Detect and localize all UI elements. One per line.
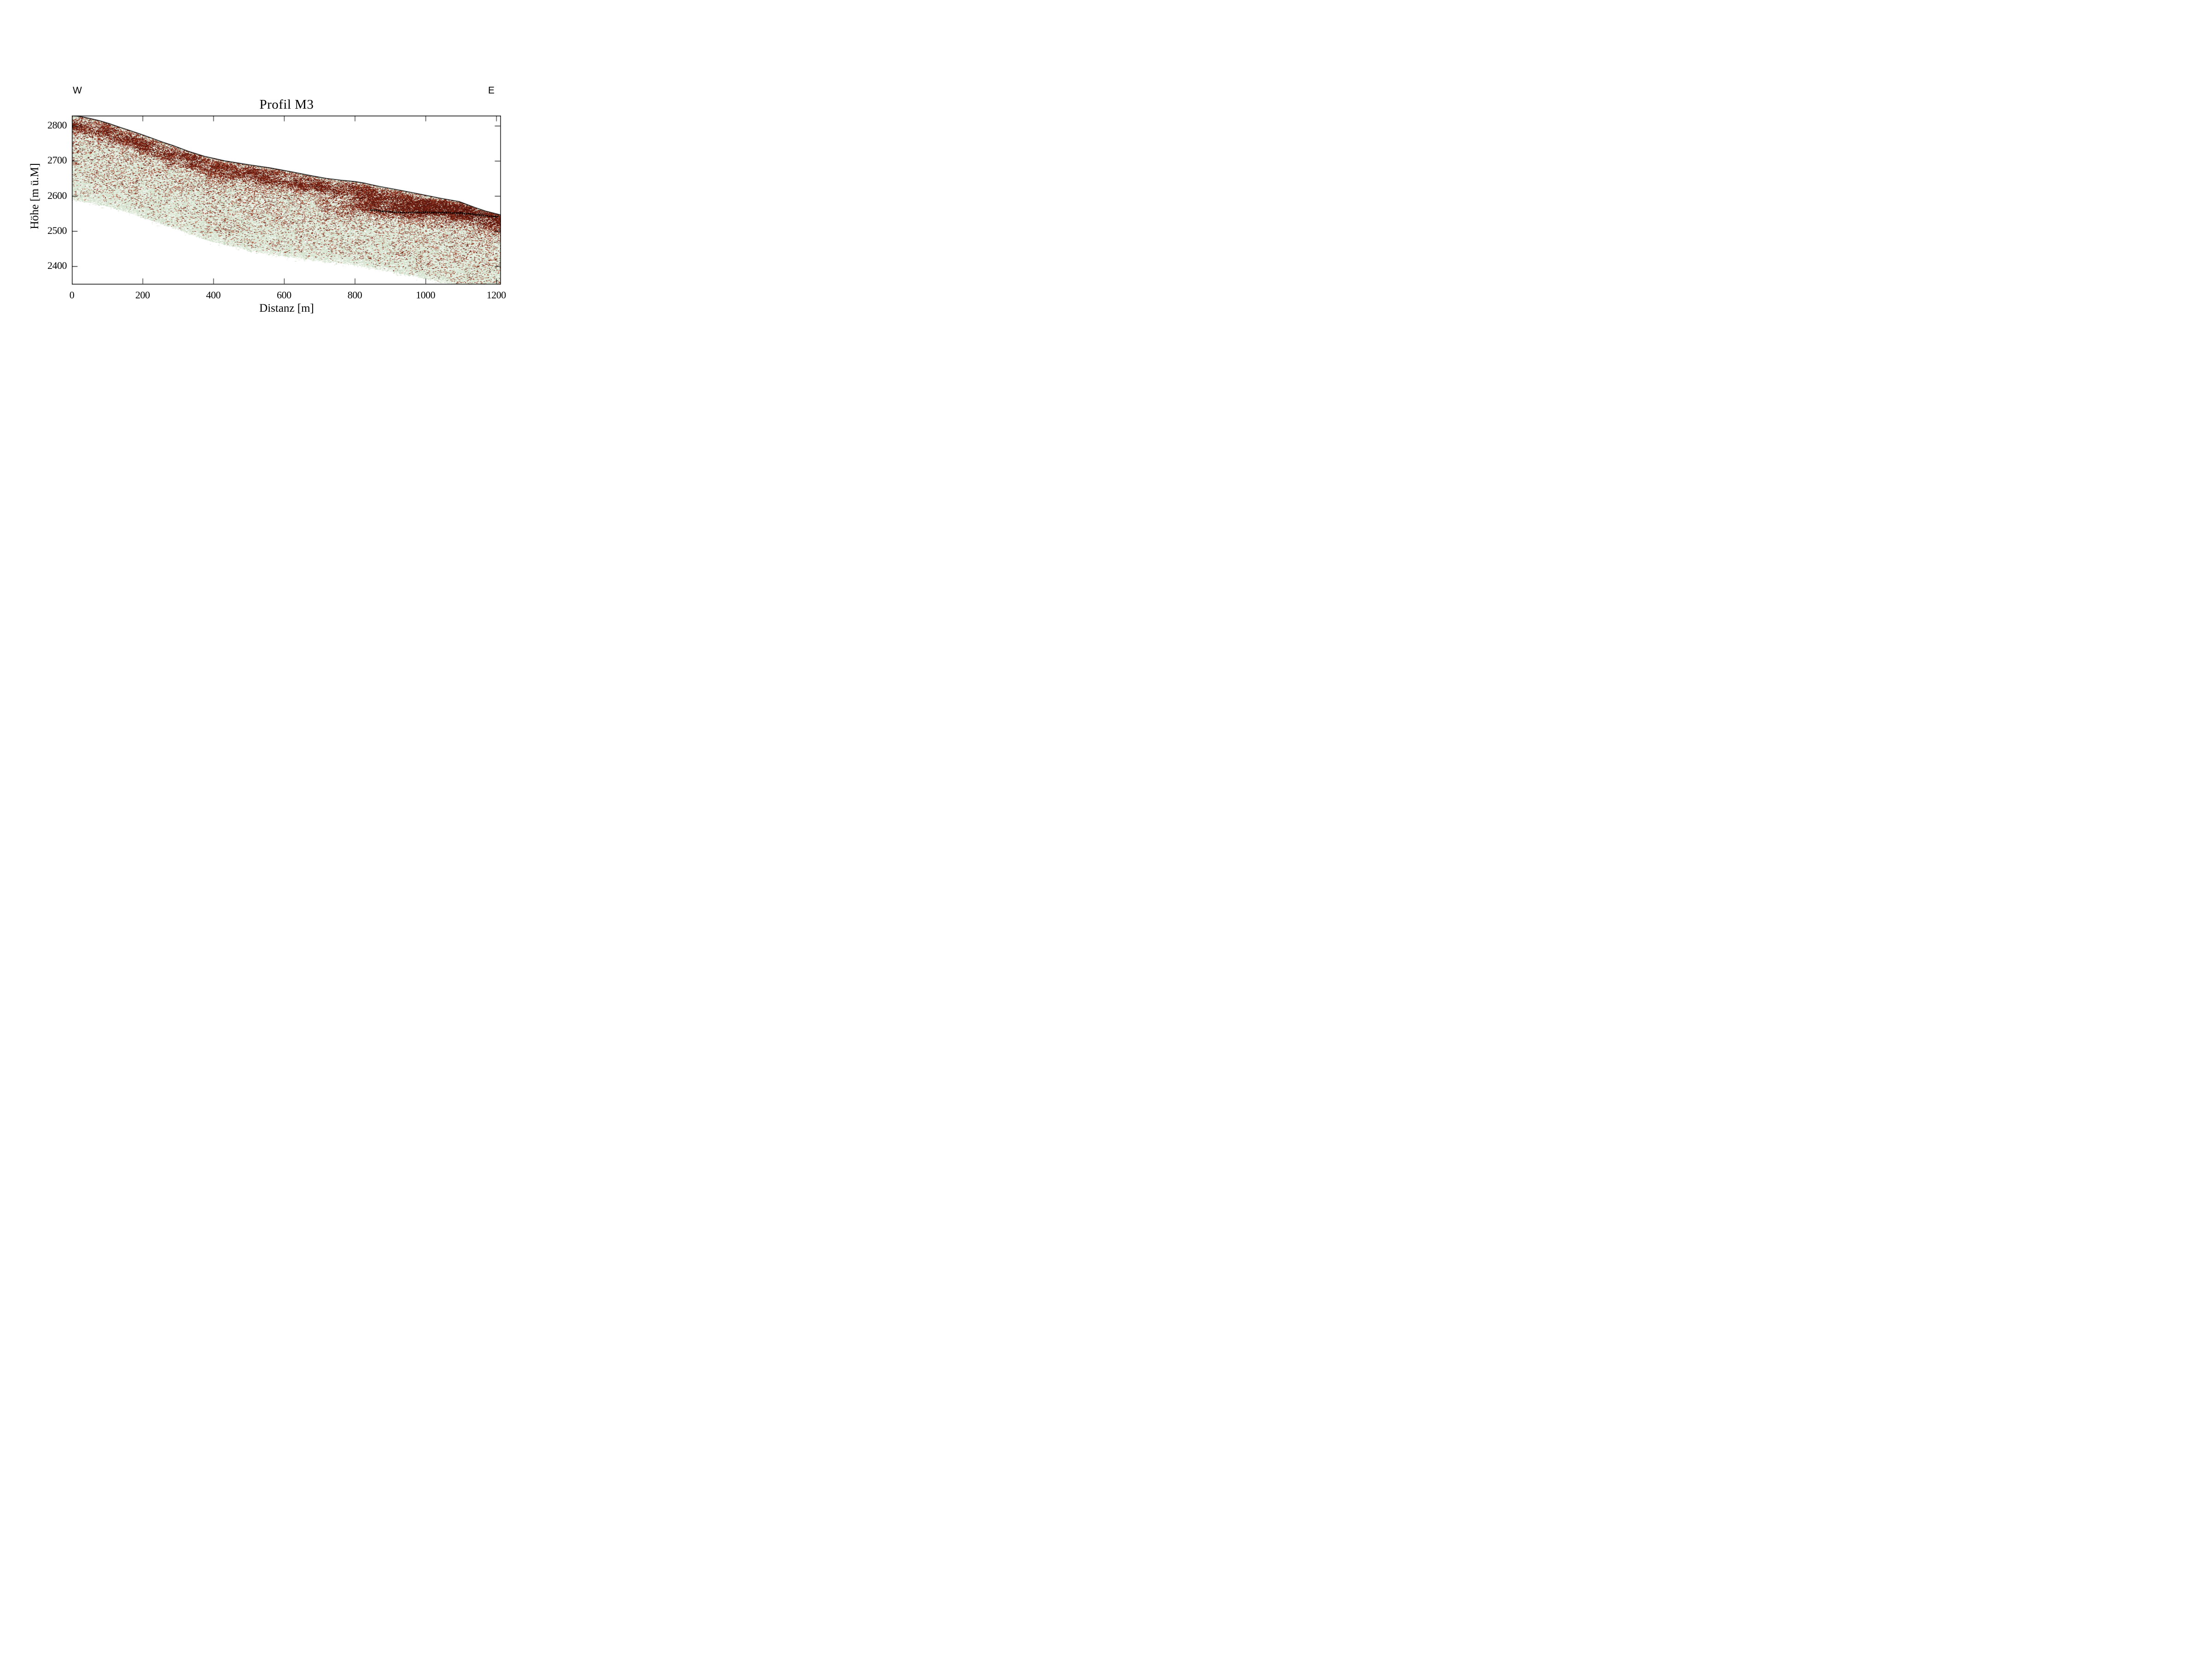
east-direction-label: E [488, 85, 495, 96]
x-tick-label: 1000 [416, 289, 436, 301]
x-tick-label: 200 [135, 289, 150, 301]
x-tick-label: 600 [277, 289, 291, 301]
x-tick-label: 400 [206, 289, 221, 301]
x-tick-label: 0 [69, 289, 75, 301]
y-tick-label: 2400 [47, 260, 67, 272]
x-tick-label: 800 [347, 289, 362, 301]
x-tick-label: 1200 [486, 289, 506, 301]
figure: Profil M3 W E Distanz [m] Höhe [m ü.M] 2… [0, 0, 553, 415]
chart-title: Profil M3 [259, 97, 314, 112]
radargram-plot [72, 116, 501, 285]
y-tick-label: 2500 [47, 224, 67, 236]
x-axis-label: Distanz [m] [259, 302, 314, 314]
west-direction-label: W [73, 85, 82, 96]
y-tick-label: 2800 [47, 119, 67, 131]
y-tick-label: 2600 [47, 189, 67, 201]
y-tick-label: 2700 [47, 154, 67, 166]
